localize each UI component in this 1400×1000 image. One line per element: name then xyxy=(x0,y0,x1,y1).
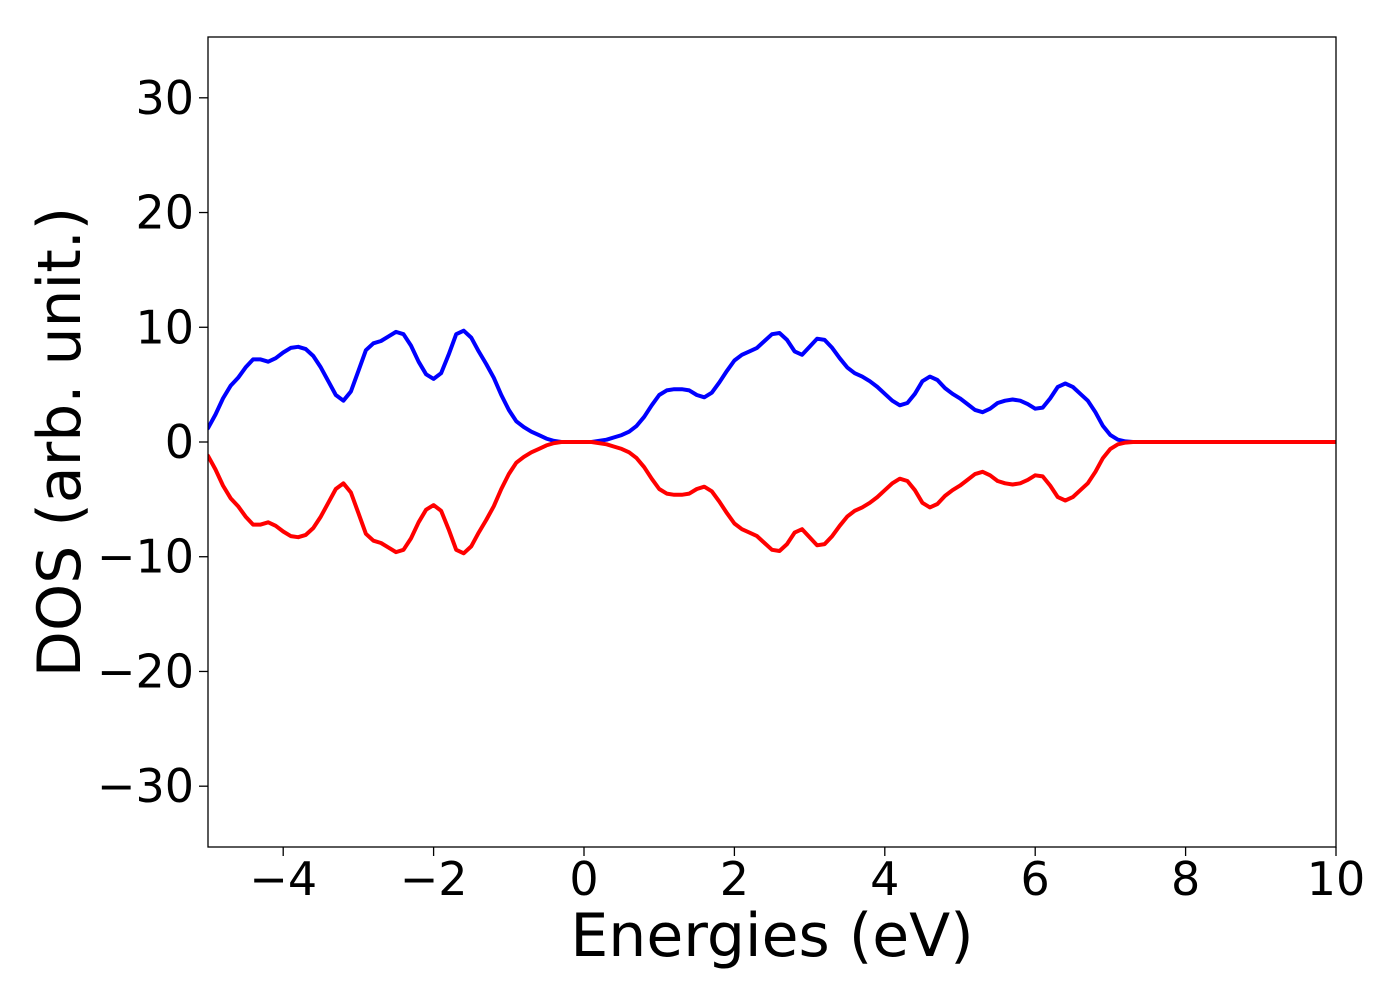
y-tick-label: 20 xyxy=(135,186,194,240)
y-tick-label: 30 xyxy=(135,71,194,125)
y-tick-label: −30 xyxy=(97,759,194,813)
series-layer xyxy=(208,328,1336,556)
y-tick-label: −20 xyxy=(97,644,194,698)
y-ticks: 30 20 10 0 −10 −20 −30 xyxy=(97,71,208,813)
x-tick-label: 10 xyxy=(1307,852,1366,906)
x-tick-label: 2 xyxy=(720,852,749,906)
x-ticks: −4 −2 0 2 4 6 8 10 xyxy=(249,847,1365,906)
x-tick-label: 6 xyxy=(1021,852,1050,906)
x-axis-label: Energies (eV) xyxy=(570,901,973,971)
series-line-1 xyxy=(208,328,1336,444)
y-tick-label: 0 xyxy=(165,415,194,469)
y-axis-label: DOS (arb. unit.) xyxy=(25,207,95,677)
y-tick-label: 10 xyxy=(135,300,194,354)
x-tick-label: −2 xyxy=(400,852,468,906)
y-tick-label: −10 xyxy=(97,530,194,584)
x-tick-label: 8 xyxy=(1171,852,1200,906)
x-tick-label: −4 xyxy=(249,852,317,906)
x-tick-label: 0 xyxy=(569,852,598,906)
series-line-2 xyxy=(208,440,1336,556)
x-tick-label: 4 xyxy=(870,852,899,906)
